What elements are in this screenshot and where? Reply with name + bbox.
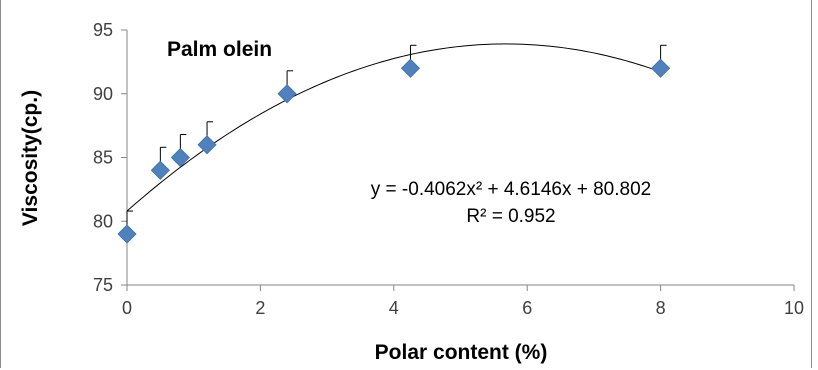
trendline [126,43,661,212]
trendline-equation: y = -0.4062x² + 4.6146x + 80.802 [371,179,651,200]
x-tick-label: 2 [255,298,265,318]
y-tick-label: 85 [93,148,113,168]
x-tick-label: 8 [656,298,666,318]
x-tick-label: 6 [522,298,532,318]
x-axis-title: Polar content (%) [375,341,548,364]
y-tick-label: 90 [93,84,113,104]
data-point [651,58,671,78]
y-tick-label: 95 [93,20,113,40]
data-point [277,84,297,104]
x-tick-label: 0 [122,298,132,318]
data-point [400,58,421,78]
x-tick-label: 10 [784,298,804,318]
data-point [197,135,217,155]
y-tick-label: 75 [93,275,113,295]
axes [126,30,794,286]
data-point [150,160,170,180]
y-axis-title: Viscosity(cp.) [19,90,42,226]
chart-title: Palm olein [167,38,272,61]
y-ticks: 75 80 85 90 95 [93,20,127,295]
r-squared-label: R² = 0.952 [466,206,555,227]
data-point [117,224,137,244]
y-tick-label: 80 [93,211,113,231]
x-tick-label: 4 [389,298,399,318]
data-point [170,147,190,168]
data-points [117,58,671,244]
x-ticks: 0 2 4 6 8 10 [122,285,804,318]
